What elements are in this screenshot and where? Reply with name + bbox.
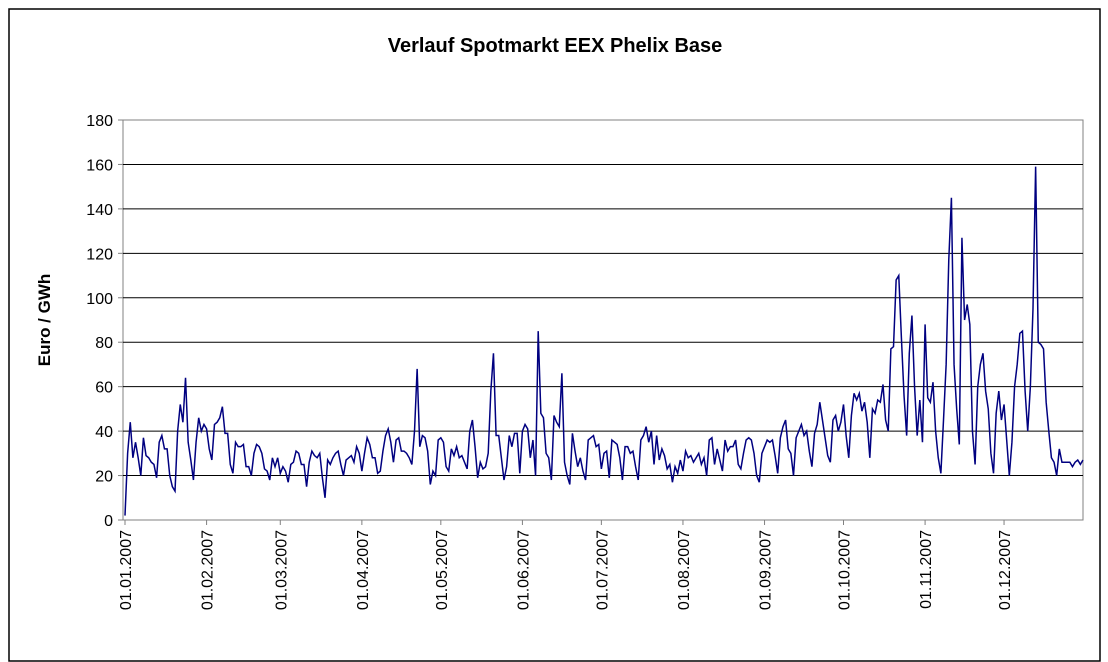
x-tick-label: 01.09.2007: [758, 530, 775, 610]
y-tick-label: 160: [86, 157, 113, 174]
chart-title: Verlauf Spotmarkt EEX Phelix Base: [388, 35, 723, 57]
x-tick-label: 01.11.2007: [918, 530, 935, 609]
y-tick-label: 20: [95, 469, 113, 486]
x-tick-label: 01.06.2007: [515, 530, 532, 610]
x-tick-label: 01.05.2007: [434, 530, 451, 610]
x-tick-label: 01.07.2007: [594, 530, 611, 610]
y-tick-label: 40: [95, 424, 113, 441]
x-tick-label: 01.12.2007: [997, 530, 1014, 610]
x-tick-label: 01.03.2007: [273, 530, 290, 610]
x-tick-label: 01.10.2007: [837, 530, 854, 610]
x-tick-label: 01.01.2007: [118, 530, 135, 610]
y-tick-label: 0: [104, 513, 113, 530]
x-tick-label: 01.02.2007: [200, 530, 217, 610]
plot-area: [122, 119, 1084, 521]
y-tick-label: 140: [86, 202, 113, 219]
chart-border: [8, 8, 1101, 662]
y-tick-label: 180: [86, 113, 113, 130]
line-series: [124, 166, 1084, 516]
y-tick-label: 100: [86, 291, 113, 308]
x-tick-label: 01.08.2007: [676, 530, 693, 610]
y-tick-label: 120: [86, 246, 113, 263]
y-tick-label: 60: [95, 380, 113, 397]
y-tick-label: 80: [95, 335, 113, 352]
y-axis-label: Euro / GWh: [35, 274, 54, 367]
x-tick-label: 01.04.2007: [355, 530, 372, 610]
